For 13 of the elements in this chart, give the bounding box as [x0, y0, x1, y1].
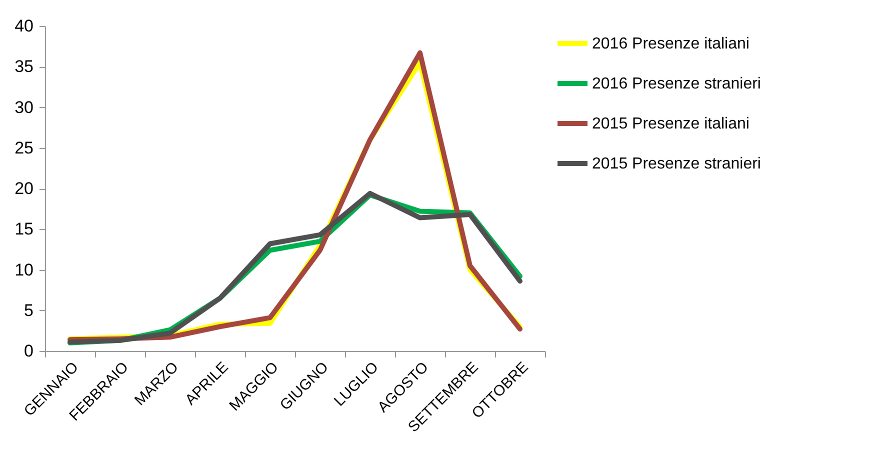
y-tick-label: 5 — [24, 300, 34, 320]
legend-label: 2015 Presenze italiani — [592, 116, 750, 132]
y-tick-label: 25 — [14, 138, 34, 158]
y-tick-label: 20 — [14, 179, 34, 198]
y-tick-label: 0 — [24, 342, 34, 360]
y-tick-label: 35 — [14, 57, 34, 76]
legend-label: 2015 Presenze stranieri — [592, 156, 761, 172]
y-tick-label: 30 — [14, 98, 34, 117]
y-tick-label: 15 — [14, 220, 34, 239]
y-tick-label: 40 — [14, 16, 34, 36]
legend-label: 2016 Presenze italiani — [592, 36, 750, 52]
legend-label: 2016 Presenze stranieri — [592, 76, 761, 92]
y-tick-label: 10 — [14, 260, 34, 280]
